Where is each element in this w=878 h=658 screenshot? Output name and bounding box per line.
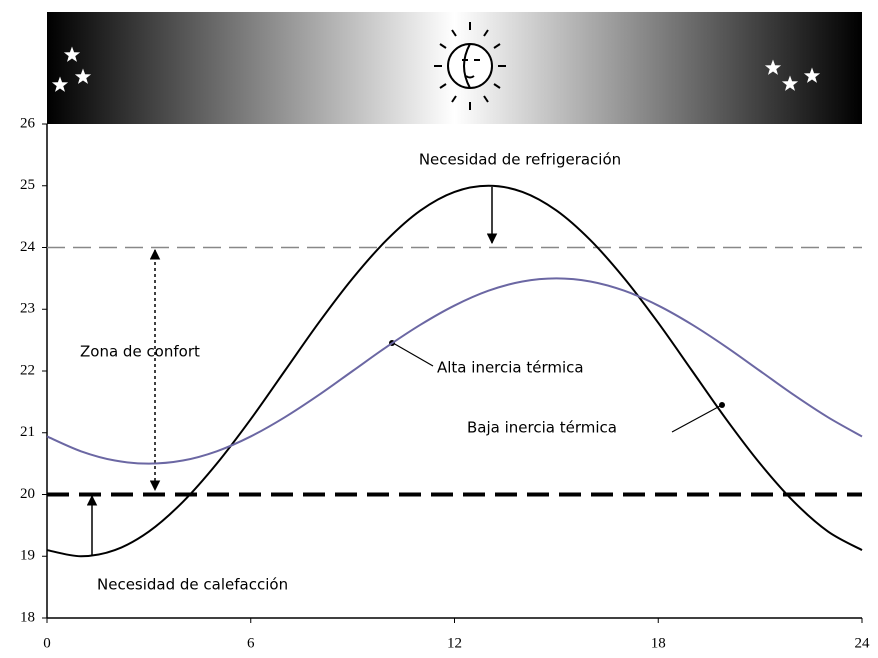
series-label: Alta inercia térmica [437, 359, 584, 377]
x-tick-label: 0 [43, 635, 51, 651]
y-tick-label: 22 [20, 362, 35, 378]
y-tick-label: 21 [20, 424, 35, 440]
y-tick-label: 23 [20, 301, 35, 317]
leader-line [393, 343, 433, 366]
y-tick-label: 25 [20, 177, 35, 193]
annotation: Zona de confort [80, 343, 200, 361]
x-tick-label: 24 [855, 635, 871, 651]
x-tick-label: 12 [447, 635, 462, 651]
x-tick-label: 18 [651, 635, 666, 651]
y-tick-label: 18 [20, 609, 35, 625]
series-label: Baja inercia térmica [467, 419, 617, 437]
x-tick-label: 6 [247, 635, 255, 651]
annotation: Necesidad de calefacción [97, 576, 288, 594]
y-tick-label: 26 [20, 115, 36, 131]
y-tick-label: 24 [20, 239, 36, 255]
annotation: Necesidad de refrigeración [419, 151, 621, 169]
chart: Necesidad de refrigeración Zona de confo… [0, 0, 878, 658]
leader-dot [719, 402, 725, 408]
y-tick-label: 19 [20, 548, 35, 564]
leader-line [672, 406, 720, 432]
y-tick-label: 20 [20, 486, 35, 502]
